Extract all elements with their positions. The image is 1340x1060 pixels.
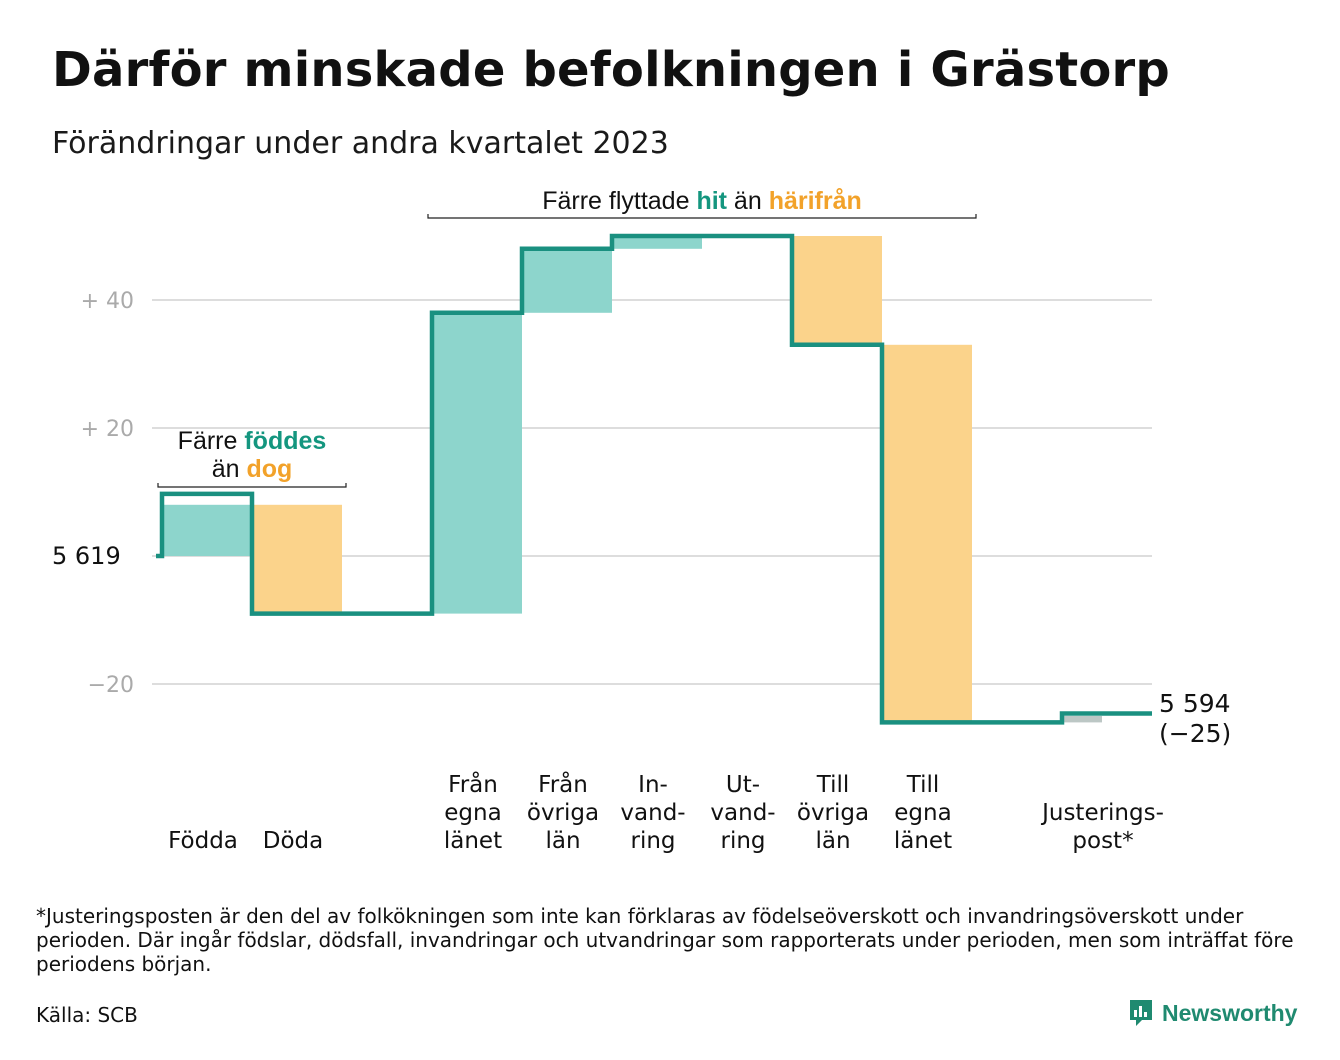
bars [162, 236, 1102, 723]
bar-chart-icon [1130, 1000, 1152, 1026]
x-label-5: ring [630, 828, 675, 854]
end-value-label: 5 594(−25) [1159, 689, 1231, 748]
x-label-10: Justerings- [1040, 800, 1164, 826]
bar-Tillegnalänet [882, 344, 972, 723]
brand-name: Newsworthy [1162, 999, 1298, 1026]
bar-Frånegnalänet [432, 312, 522, 614]
x-label-6: ring [720, 828, 765, 854]
running-total-line [156, 233, 1152, 725]
x-label-3: länet [444, 828, 502, 854]
x-label-1: Döda [263, 828, 323, 854]
bar-Justerings-post* [1062, 716, 1102, 723]
x-label-0: Födda [168, 828, 238, 854]
x-label-8: egna [894, 800, 951, 826]
brand-logo: Newsworthy [1128, 998, 1297, 1028]
x-label-7: län [815, 828, 850, 854]
chart-subtitle: Förändringar under andra kvartalet 2023 [52, 126, 669, 161]
x-label-7: övriga [797, 800, 869, 826]
x-label-3: egna [444, 800, 501, 826]
bar-In-vand-ring [612, 236, 702, 249]
x-label-10: post* [1072, 828, 1133, 854]
running-total-path [156, 233, 1152, 725]
y-axis-labels: + 40 + 20 −20 5 619 [52, 289, 134, 698]
bar-Tillövrigalän [792, 236, 882, 345]
x-label-4: övriga [527, 800, 599, 826]
annotation-bracket [157, 483, 347, 488]
x-label-3: Från [448, 770, 498, 798]
x-label-8: länet [894, 828, 952, 854]
x-label-4: Från [538, 770, 588, 798]
footnote: *Justeringsposten är den del av folkökni… [36, 904, 1294, 976]
waterfall-chart: + 40+ 20−205 619 Födda DödaFrånegnalänetF… [52, 187, 1231, 854]
annotation-text: än dog [212, 455, 293, 483]
annotation-bracket [427, 214, 977, 219]
chart-title: Därför minskade befolkningen i Grästorp [52, 42, 1170, 98]
bar-Frånövrigalän [522, 248, 612, 313]
annotation-text: Färre flyttade hit än härifrån [542, 187, 862, 215]
y-tick-label: −20 [88, 673, 134, 698]
bar-Döda [252, 504, 342, 614]
x-label-7: Till [816, 772, 850, 798]
start-value-label: 5 619 [52, 542, 121, 570]
source-note: Källa: SCB [36, 1003, 138, 1027]
x-label-4: län [545, 828, 580, 854]
end-label-line: (−25) [1159, 719, 1231, 748]
x-label-5: In- [638, 772, 668, 798]
x-label-6: Ut- [726, 772, 760, 798]
y-tick-label: + 20 [81, 417, 134, 442]
annotation-text: Färre föddes [178, 427, 327, 455]
end-label-line: 5 594 [1159, 689, 1231, 718]
grid-lines [152, 299, 1152, 685]
bar-Födda [162, 504, 252, 556]
x-axis-labels: Födda DödaFrånegnalänetFrånövrigalänIn-va… [168, 770, 1164, 854]
x-label-8: Till [906, 772, 940, 798]
x-label-5: vand- [620, 800, 685, 826]
y-tick-label: + 40 [81, 289, 134, 314]
x-label-6: vand- [710, 800, 775, 826]
